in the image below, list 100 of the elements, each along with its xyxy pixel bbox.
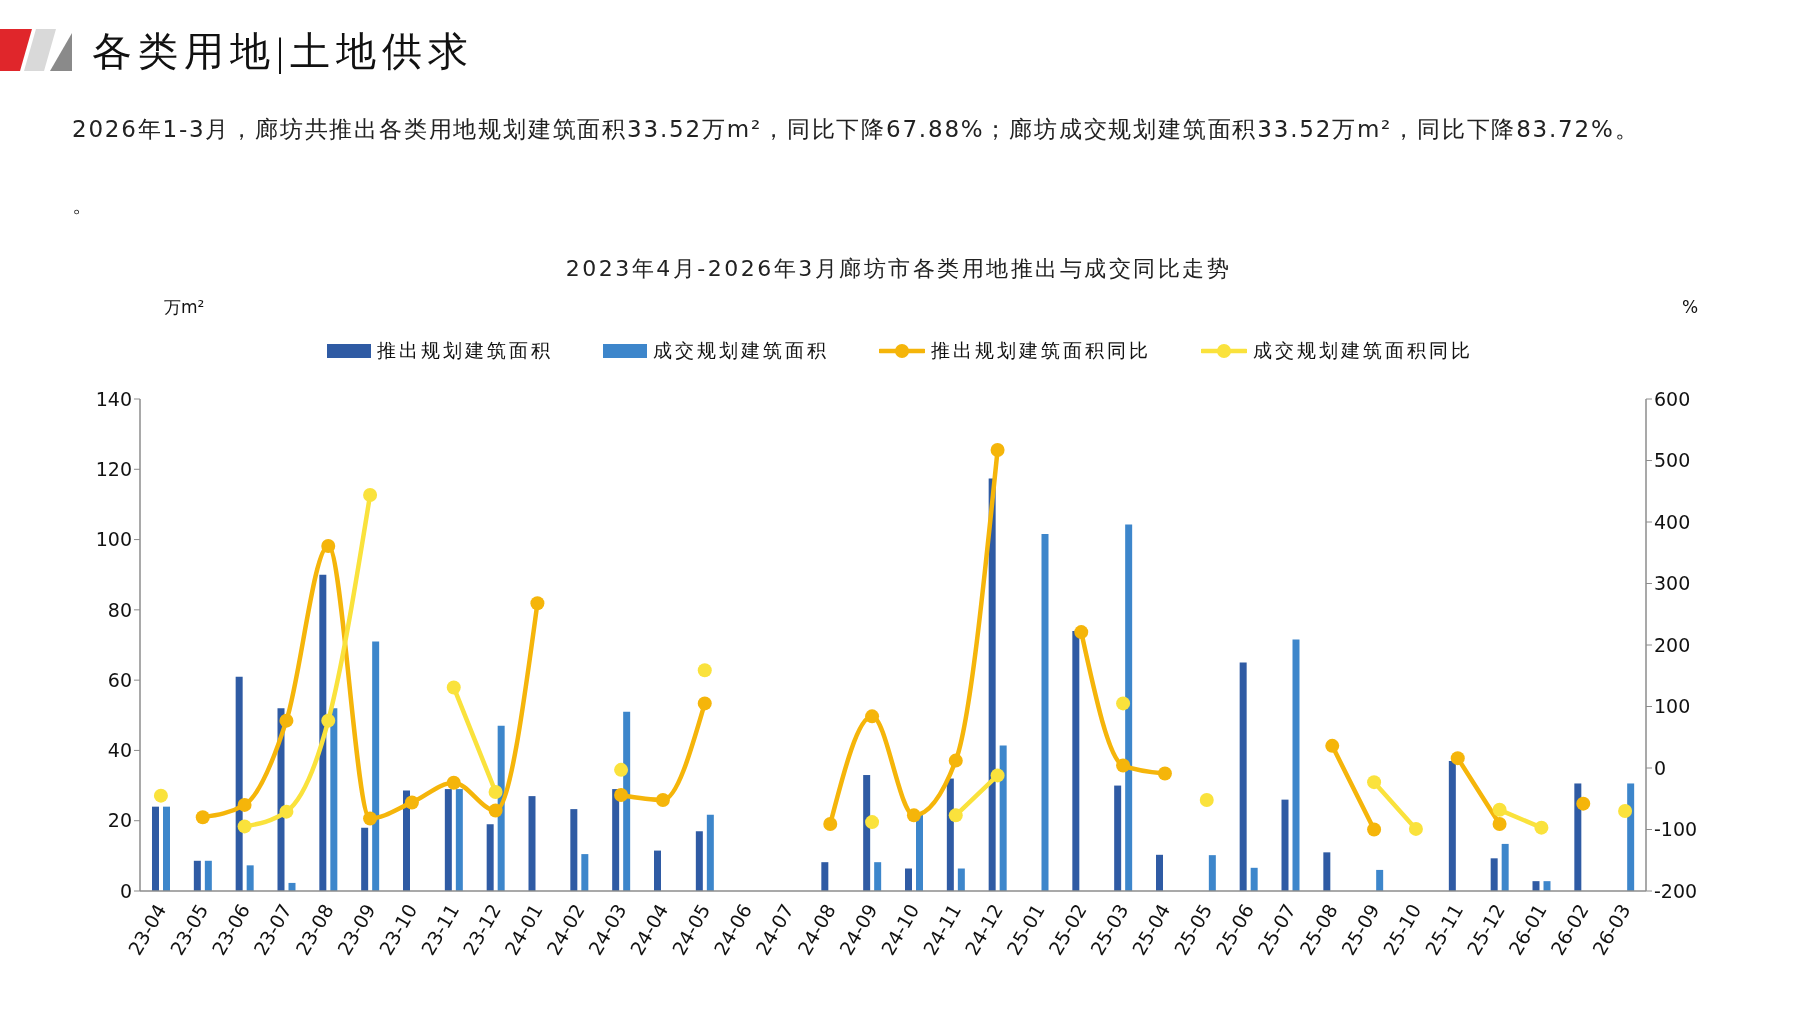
bar <box>204 860 212 891</box>
y2-tick-label: 500 <box>1654 449 1691 472</box>
point <box>1074 625 1089 640</box>
point <box>1325 738 1340 753</box>
y2-tick-label: 400 <box>1654 510 1691 533</box>
y2-tick-label: 0 <box>1654 756 1667 779</box>
y-tick-label: 140 <box>95 387 132 410</box>
legend-label: 成交规划建筑面积同比 <box>1253 338 1473 363</box>
point <box>697 696 712 711</box>
y2-tick-label: 100 <box>1654 695 1691 718</box>
bar <box>1501 843 1509 891</box>
bar <box>330 708 338 891</box>
point <box>237 797 252 812</box>
y-tick-label: 0 <box>119 879 132 902</box>
bar <box>1376 869 1384 891</box>
point <box>1534 820 1549 835</box>
bar <box>1125 524 1133 891</box>
legend-label: 推出规划建筑面积同比 <box>931 338 1151 363</box>
bar <box>403 790 410 891</box>
point <box>614 788 629 803</box>
point <box>1492 816 1507 831</box>
bar <box>1292 639 1300 891</box>
y2-axis-title: % <box>1682 297 1699 317</box>
point <box>363 487 378 502</box>
point <box>865 709 880 724</box>
bar <box>1574 783 1582 891</box>
bar <box>695 831 703 891</box>
bar <box>874 862 882 891</box>
point <box>948 753 963 768</box>
chart-title: 各类用地|土地供求 <box>92 29 475 74</box>
bar <box>957 868 965 891</box>
bar <box>1072 630 1080 891</box>
point <box>655 792 670 807</box>
point <box>530 596 545 611</box>
y-tick-label: 80 <box>107 598 132 621</box>
bar <box>1156 854 1163 891</box>
legend-label: 推出规划建筑面积 <box>377 338 553 363</box>
chart-subtitle: 2023年4月-2026年3月廊坊市各类用地推出与成交同比走势 <box>565 256 1232 281</box>
bar <box>581 854 589 891</box>
bar <box>1627 783 1635 891</box>
point <box>279 804 294 819</box>
bar <box>1281 799 1289 891</box>
point <box>1408 821 1423 836</box>
point <box>279 713 294 728</box>
point <box>488 784 503 799</box>
bar <box>905 868 912 891</box>
bar <box>1239 662 1247 891</box>
point <box>488 803 503 818</box>
bar <box>1250 867 1258 891</box>
bar <box>486 824 494 891</box>
bar <box>193 860 201 891</box>
bar <box>163 806 170 891</box>
bar <box>612 789 620 891</box>
bar <box>623 711 631 891</box>
bar <box>444 789 452 891</box>
y-axis-title: 万m² <box>164 297 205 317</box>
bar <box>654 850 661 891</box>
point <box>153 788 168 803</box>
y2-tick-label: -200 <box>1654 879 1698 902</box>
point <box>948 808 963 823</box>
point <box>363 811 378 826</box>
y2-tick-label: 300 <box>1654 572 1691 595</box>
point <box>1618 804 1633 819</box>
y-tick-label: 20 <box>107 809 132 832</box>
bar <box>152 806 159 891</box>
bar <box>1448 760 1456 891</box>
point <box>906 808 921 823</box>
bar <box>1323 852 1331 891</box>
bar <box>1041 533 1049 891</box>
bar <box>1543 881 1551 891</box>
point <box>404 795 419 810</box>
y-tick-label: 100 <box>95 528 132 551</box>
point <box>990 768 1005 783</box>
point <box>446 680 461 695</box>
bar <box>863 775 871 891</box>
bar <box>821 862 829 891</box>
bar <box>706 814 714 891</box>
bar <box>1208 855 1216 891</box>
point <box>321 538 336 553</box>
y2-tick-label: -100 <box>1654 818 1698 841</box>
y-tick-label: 40 <box>107 739 132 762</box>
bar <box>999 745 1007 891</box>
point <box>195 810 210 825</box>
y-tick-label: 60 <box>107 668 132 691</box>
bar <box>946 778 954 891</box>
point <box>990 443 1005 458</box>
bar <box>916 813 923 891</box>
legend-label: 成交规划建筑面积 <box>653 338 829 363</box>
point <box>1157 766 1172 781</box>
bar <box>1490 858 1498 891</box>
point <box>446 775 461 790</box>
point <box>1492 802 1507 817</box>
bar <box>570 809 578 891</box>
y-tick-label: 120 <box>95 458 132 481</box>
bar <box>455 789 463 891</box>
bar <box>372 641 380 891</box>
point <box>1367 822 1382 837</box>
point <box>1116 696 1131 711</box>
y2-tick-label: 600 <box>1654 387 1691 410</box>
bar <box>235 676 243 891</box>
